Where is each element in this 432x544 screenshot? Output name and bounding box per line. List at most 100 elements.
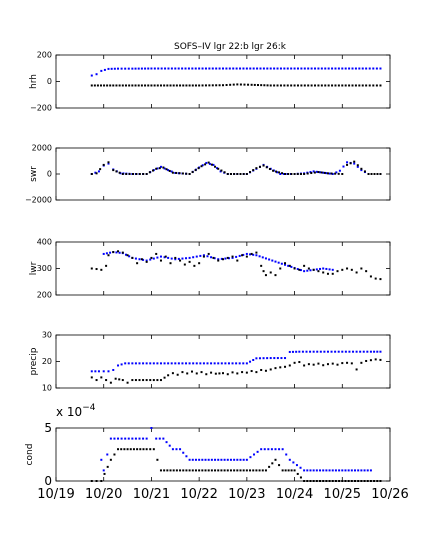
panel-lwr-series-b-point bbox=[134, 257, 137, 260]
panel-lwr-series-k-point bbox=[293, 267, 296, 270]
panel-lwr-series-b-point bbox=[115, 251, 118, 254]
panel-lwr-series-k-point bbox=[107, 254, 110, 257]
panel-hrh-series-b-point bbox=[365, 67, 368, 70]
panel-hrh-series-k-point bbox=[106, 84, 109, 87]
panel-hrh-series-b-point bbox=[266, 67, 269, 70]
panel-swr-series-b-point bbox=[156, 167, 159, 170]
panel-cond-series-k-point bbox=[229, 469, 232, 472]
panel-lwr-series-b-point bbox=[249, 253, 252, 256]
panel-cond-series-b-point bbox=[165, 441, 168, 444]
panel-swr-series-b-point bbox=[328, 172, 331, 175]
panel-hrh-series-k-point bbox=[99, 84, 102, 87]
panel-swr-series-b-point bbox=[167, 169, 170, 172]
panel-lwr-series-b-point bbox=[274, 260, 277, 263]
panel-swr-series-k-point bbox=[255, 167, 258, 170]
panel-lwr-series-b-point bbox=[242, 253, 245, 256]
panel-swr-series-b-point bbox=[107, 162, 110, 165]
panel-lwr-series-k-point bbox=[284, 262, 287, 265]
panel-precip-ytick-label: 10 bbox=[42, 384, 52, 393]
panel-cond-series-b-point bbox=[369, 469, 372, 472]
panel-hrh-series-b-point bbox=[134, 67, 137, 70]
panel-hrh-series-k-point bbox=[179, 84, 182, 87]
panel-hrh-series-b-point bbox=[177, 67, 180, 70]
panel-precip-series-k-point bbox=[365, 359, 368, 362]
panel-cond-series-k-point bbox=[152, 448, 155, 451]
panel-hrh-series-b-point bbox=[144, 67, 147, 70]
panel-hrh-series-b-point bbox=[131, 67, 134, 70]
xtick-label: 10/24 bbox=[276, 487, 313, 502]
panel-lwr-series-b-point bbox=[128, 255, 131, 258]
panel-lwr-series-k-point bbox=[264, 274, 267, 277]
panel-swr-series-k-point bbox=[229, 173, 232, 175]
panel-precip-series-k-point bbox=[214, 372, 217, 375]
panel-cond-series-b-point bbox=[253, 453, 256, 456]
panel-hrh-series-b-point bbox=[127, 67, 130, 70]
panel-hrh-series-b-point bbox=[259, 67, 262, 70]
panel-hrh-series-b-point bbox=[303, 67, 306, 70]
panel-cond-series-k-point bbox=[354, 480, 357, 482]
panel-cond-series-b-point bbox=[325, 469, 328, 472]
panel-precip-series-b-point bbox=[185, 362, 188, 365]
panel-hrh-series-b-point bbox=[124, 67, 127, 70]
panel-cond-series-b-point bbox=[171, 448, 174, 451]
panel-swr-ytick-label: 0 bbox=[47, 170, 52, 179]
panel-cond-series-b-point bbox=[168, 444, 171, 447]
panel-swr-series-k-point bbox=[281, 172, 284, 175]
panel-precip-series-k-point bbox=[163, 376, 166, 379]
panel-hrh-series-b-point bbox=[344, 67, 347, 70]
panel-cond-series-k-point bbox=[226, 469, 229, 472]
panel-hrh-series-k-point bbox=[354, 84, 357, 87]
panel-cond-series-k-point bbox=[236, 469, 239, 472]
panel-hrh-series-k-point bbox=[112, 84, 115, 87]
panel-hrh-series-k-point bbox=[93, 84, 96, 87]
panel-swr-series-k-point bbox=[152, 169, 155, 172]
panel-precip-series-b-point bbox=[159, 362, 162, 365]
panel-cond-series-k-point bbox=[249, 469, 252, 472]
panel-cond-series-b-point bbox=[214, 458, 217, 461]
panel-swr-series-b-point bbox=[208, 162, 211, 165]
panel-cond-series-k-point bbox=[179, 469, 182, 472]
panel-cond-series-k-point bbox=[325, 480, 328, 482]
panel-lwr-series-k-point bbox=[90, 267, 93, 270]
panel-cond-series-b-point bbox=[285, 453, 288, 456]
panel-lwr-series-b-point bbox=[138, 258, 141, 261]
panel-precip-series-k-point bbox=[200, 371, 203, 374]
panel-hrh-series-k-point bbox=[314, 84, 317, 87]
panel-precip-series-b-point bbox=[252, 358, 255, 361]
panel-lwr-series-k-point bbox=[112, 251, 115, 254]
panel-precip-series-b-point bbox=[288, 350, 291, 353]
panel-cond-series-k-point bbox=[293, 469, 296, 472]
panel-hrh-series-k-point bbox=[156, 84, 159, 87]
panel-cond-series-k-point bbox=[188, 469, 191, 472]
panel-cond-series-k-point bbox=[347, 480, 350, 482]
panel-precip-series-k-point bbox=[298, 361, 301, 364]
panel-precip-series-k-point bbox=[350, 362, 353, 365]
panel-lwr-series-b-point bbox=[149, 258, 152, 261]
panel-precip-series-b-point bbox=[152, 362, 155, 365]
panel-swr-series-b-point bbox=[322, 171, 325, 174]
panel-precip-series-b-point bbox=[102, 370, 105, 373]
panel-precip-series-k-point bbox=[369, 359, 372, 362]
exponent-power: −4 bbox=[82, 403, 96, 413]
panel-hrh-series-k-point bbox=[115, 84, 118, 87]
panel-cond-series-b-point bbox=[155, 437, 158, 440]
panel-cond-series-b-point bbox=[341, 469, 344, 472]
panel-cond-series-b-point bbox=[217, 458, 220, 461]
panel-swr-series-k-point bbox=[107, 161, 110, 164]
panel-cond-series-b-point bbox=[242, 458, 245, 461]
panel-swr-series-k-point bbox=[296, 173, 299, 175]
panel-swr-series-k-point bbox=[320, 171, 323, 174]
panel-precip-series-b-point bbox=[131, 362, 134, 365]
panel-swr-series-k-point bbox=[360, 167, 363, 170]
panel-cond-series-k-point bbox=[233, 469, 236, 472]
panel-hrh-series-k-point bbox=[175, 84, 178, 87]
panel-precip-series-b-point bbox=[369, 350, 372, 353]
panel-cond-series-k-point bbox=[363, 480, 366, 482]
panel-hrh-series-b-point bbox=[245, 67, 248, 70]
panel-swr-series-k-point bbox=[272, 169, 275, 172]
panel-swr-series-k-point bbox=[168, 169, 171, 172]
panel-precip-series-b-point bbox=[206, 362, 209, 365]
panel-hrh-series-k-point bbox=[372, 84, 375, 87]
panel-precip-series-k-point bbox=[264, 369, 267, 372]
panel-precip-series-b-point bbox=[319, 350, 322, 353]
